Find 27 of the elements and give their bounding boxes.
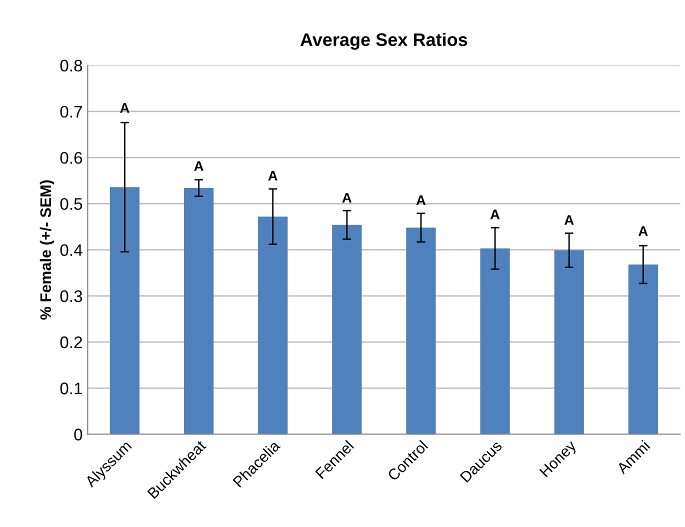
annotation: A: [416, 195, 426, 205]
annotation: A: [490, 210, 500, 220]
bar: [628, 264, 658, 434]
y-tick-label: 0.4: [60, 244, 82, 256]
annotation: A: [268, 170, 278, 180]
annotation: A: [342, 193, 352, 203]
bar: [406, 228, 436, 434]
y-tick-label: 0.7: [60, 106, 82, 118]
y-tick-label: 0: [74, 428, 82, 440]
y-tick-label: 0.1: [60, 382, 82, 394]
annotation: A: [638, 226, 648, 236]
bar: [110, 187, 140, 434]
y-axis-title: % Female (+/- SEM): [40, 180, 54, 320]
chart-title: Average Sex Ratios: [300, 32, 468, 50]
annotation: A: [564, 215, 574, 225]
annotation: A: [120, 103, 130, 113]
bar: [184, 188, 214, 434]
bar: [554, 250, 584, 434]
annotation: A: [194, 161, 204, 171]
y-tick-label: 0.3: [60, 290, 82, 302]
y-tick-label: 0.6: [60, 152, 82, 164]
bar: [480, 248, 510, 434]
y-tick-label: 0.2: [60, 336, 82, 348]
bar: [258, 216, 288, 434]
y-tick-label: 0.5: [60, 198, 82, 210]
bar: [332, 224, 362, 434]
y-tick-label: 0.8: [60, 60, 82, 72]
